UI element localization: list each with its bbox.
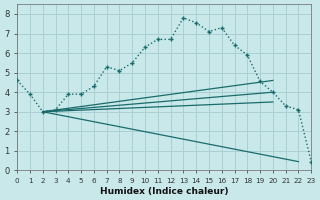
X-axis label: Humidex (Indice chaleur): Humidex (Indice chaleur) (100, 187, 228, 196)
